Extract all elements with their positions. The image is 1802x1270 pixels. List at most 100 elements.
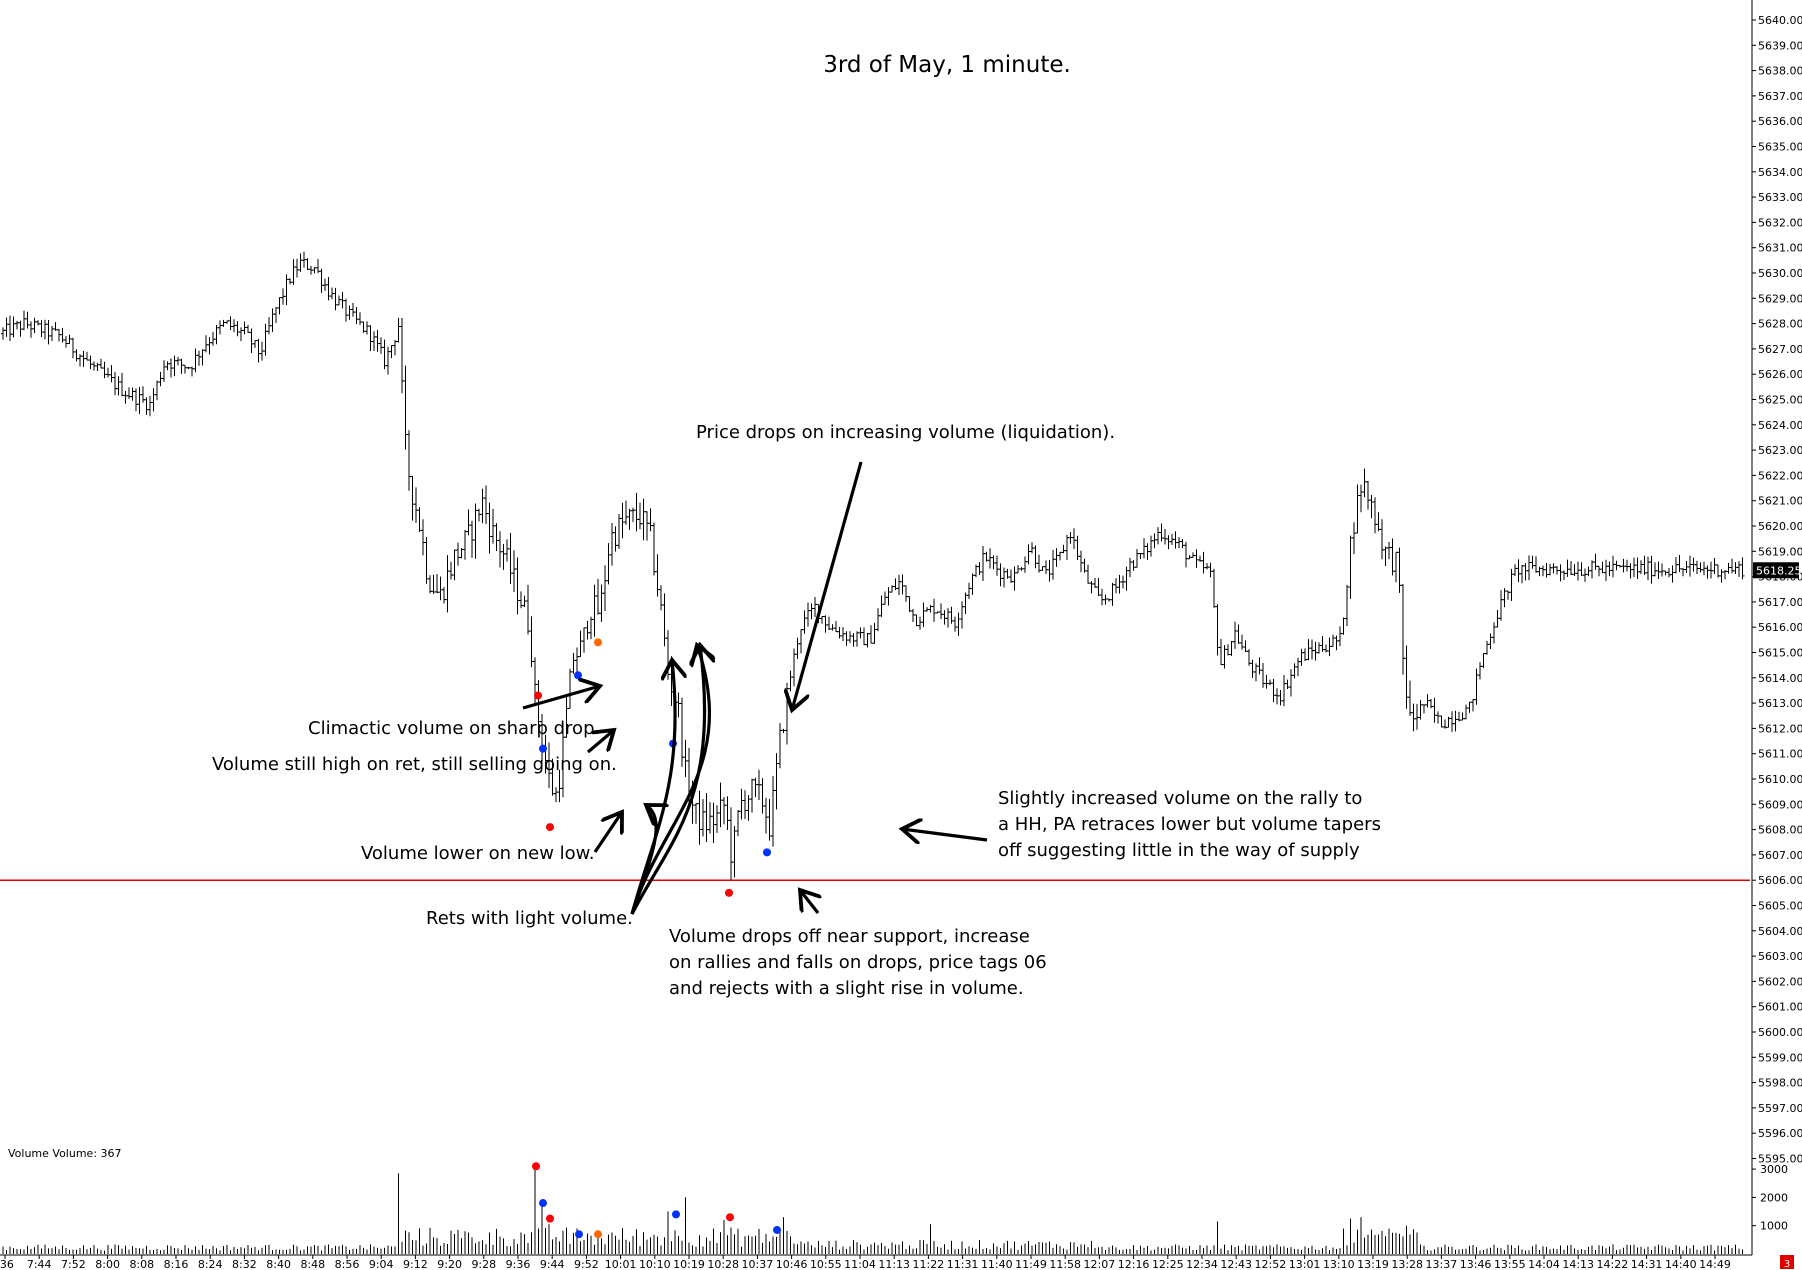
x-axis-tick-label: 14:13 — [1562, 1258, 1594, 1270]
y-axis-tick-label: 5605.00 — [1758, 900, 1802, 913]
price-marker-dot — [574, 671, 582, 680]
price-marker-dot — [539, 744, 547, 753]
price-marker-dot — [546, 823, 554, 832]
y-axis-tick-label: 5616.00 — [1758, 621, 1802, 634]
annotation-arrows — [522, 461, 988, 915]
x-axis-tick-label: 8:56 — [335, 1258, 360, 1270]
y-axis-tick-label: 5626.00 — [1758, 368, 1802, 381]
annotation-liquidation: Price drops on increasing volume (liquid… — [696, 422, 1115, 443]
volume-marker-dot — [672, 1210, 680, 1219]
x-axis-tick-label: 11:04 — [844, 1258, 876, 1270]
annotation-arrow — [792, 461, 863, 710]
x-axis-tick-label: 9:04 — [369, 1258, 394, 1270]
x-axis-tick-label: 11:13 — [878, 1258, 910, 1270]
y-axis-tick-label: 5624.00 — [1758, 419, 1802, 432]
x-axis-tick-label: 7:52 — [61, 1258, 86, 1270]
x-axis-tick-label: 13:37 — [1426, 1258, 1458, 1270]
annotation-arrow — [522, 686, 600, 710]
x-axis-tick-label: 12:16 — [1118, 1258, 1150, 1270]
last-price-box — [1753, 562, 1799, 579]
y-axis-tick-label: 5635.00 — [1758, 141, 1802, 154]
x-axis-tick-label: 9:12 — [403, 1258, 428, 1270]
x-axis-tick-label: 8:48 — [300, 1258, 325, 1270]
annotation-line: Rets with light volume. — [426, 908, 633, 929]
corner-badge-label: 3 — [1784, 1259, 1790, 1270]
annotation-slightly-increased: Slightly increased volume on the rally t… — [998, 788, 1387, 861]
y-axis-tick-label: 5633.00 — [1758, 191, 1802, 204]
annotation-rets-light: Rets with light volume. — [426, 908, 633, 929]
annotation-arrow — [630, 645, 705, 915]
annotation-line: off suggesting little in the way of supp… — [998, 840, 1360, 861]
y-axis-tick-label: 5595.00 — [1758, 1153, 1802, 1166]
y-axis-tick-label: 5613.00 — [1758, 697, 1802, 710]
y-axis-tick-label: 5612.00 — [1758, 722, 1802, 735]
volume-marker-dot — [594, 1230, 602, 1239]
volume-marker-dot — [539, 1199, 547, 1208]
annotation-climactic: Climactic volume on sharp drop. — [308, 718, 600, 739]
annotation-line: a HH, PA retraces lower but volume taper… — [998, 814, 1381, 835]
x-axis-tick-label: 9:20 — [437, 1258, 462, 1270]
annotation-arrow — [630, 645, 709, 915]
y-axis-tick-label: 5597.00 — [1758, 1102, 1802, 1115]
x-axis-tick-label: 11:40 — [981, 1258, 1013, 1270]
annotation-arrow — [593, 812, 622, 853]
y-axis-tick-label: 5620.00 — [1758, 520, 1802, 533]
y-axis-tick-label: 5619.00 — [1758, 545, 1802, 558]
y-axis-tick-label: 5632.00 — [1758, 216, 1802, 229]
y-axis-tick-label: 5637.00 — [1758, 90, 1802, 103]
x-axis-tick-label: :36 — [0, 1258, 14, 1270]
volume-marker-dot — [546, 1214, 554, 1223]
x-axis-tick-label: 9:28 — [471, 1258, 496, 1270]
x-axis-tick-label: 12:07 — [1084, 1258, 1116, 1270]
y-axis-tick-label: 5602.00 — [1758, 975, 1802, 988]
annotation-line: and rejects with a slight rise in volume… — [669, 978, 1024, 999]
y-axis-tick-label: 5598.00 — [1758, 1077, 1802, 1090]
y-axis-tick-label: 5610.00 — [1758, 773, 1802, 786]
price-marker-dot — [725, 888, 733, 897]
y-axis-tick-label: 5622.00 — [1758, 469, 1802, 482]
y-axis-tick-label: 5623.00 — [1758, 444, 1802, 457]
x-axis-tick-label: 14:31 — [1631, 1258, 1663, 1270]
annotation-line: Volume still high on ret, still selling … — [212, 754, 617, 775]
y-axis-tick-label: 5596.00 — [1758, 1127, 1802, 1140]
annotation-arrow — [586, 730, 614, 754]
x-axis-tick-label: 13:10 — [1323, 1258, 1355, 1270]
price-bar — [1740, 557, 1745, 580]
y-axis-tick-label: 5640.00 — [1758, 14, 1802, 27]
annotation-arrow — [800, 890, 818, 914]
volume-marker-dot — [532, 1162, 540, 1171]
y-axis-tick-label: 5630.00 — [1758, 267, 1802, 280]
y-axis-tick-label: 5600.00 — [1758, 1026, 1802, 1039]
x-axis-tick-label: 10:01 — [605, 1258, 637, 1270]
x-axis-tick-label: 8:08 — [129, 1258, 154, 1270]
x-axis-tick-label: 14:40 — [1665, 1258, 1697, 1270]
x-axis-tick-label: 12:52 — [1255, 1258, 1287, 1270]
last-price-label: 5618.25 — [1756, 564, 1802, 577]
y-axis-tick-label: 5599.00 — [1758, 1051, 1802, 1064]
x-axis-tick-label: 12:43 — [1220, 1258, 1252, 1270]
y-axis-tick-label: 5639.00 — [1758, 39, 1802, 52]
annotation-lower-new-low: Volume lower on new low. — [361, 843, 594, 864]
x-axis-tick-label: 10:28 — [707, 1258, 739, 1270]
y-axis-tick-label: 5604.00 — [1758, 925, 1802, 938]
x-axis-tick-label: 13:01 — [1289, 1258, 1321, 1270]
x-axis-tick-label: 10:46 — [776, 1258, 808, 1270]
y-axis-tick-label: 5601.00 — [1758, 1001, 1802, 1014]
annotation-line: Climactic volume on sharp drop. — [308, 718, 600, 739]
volume-axis-tick-label: 3000 — [1760, 1163, 1788, 1176]
x-axis-tick-label: 12:34 — [1186, 1258, 1218, 1270]
x-axis-tick-label: 10:55 — [810, 1258, 842, 1270]
y-axis-tick-label: 5606.00 — [1758, 874, 1802, 887]
x-axis-tick-label: 9:36 — [506, 1258, 531, 1270]
volume-axis-tick-label: 2000 — [1760, 1191, 1788, 1204]
price-marker-dot — [594, 638, 602, 647]
y-axis-tick-label: 5614.00 — [1758, 672, 1802, 685]
volume-pane-label: Volume Volume: 367 — [8, 1147, 122, 1160]
y-axis-tick-label: 5609.00 — [1758, 798, 1802, 811]
annotation-line: Slightly increased volume on the rally t… — [998, 788, 1362, 809]
x-axis-tick-label: 10:37 — [742, 1258, 774, 1270]
x-axis-tick-label: 13:46 — [1460, 1258, 1492, 1270]
